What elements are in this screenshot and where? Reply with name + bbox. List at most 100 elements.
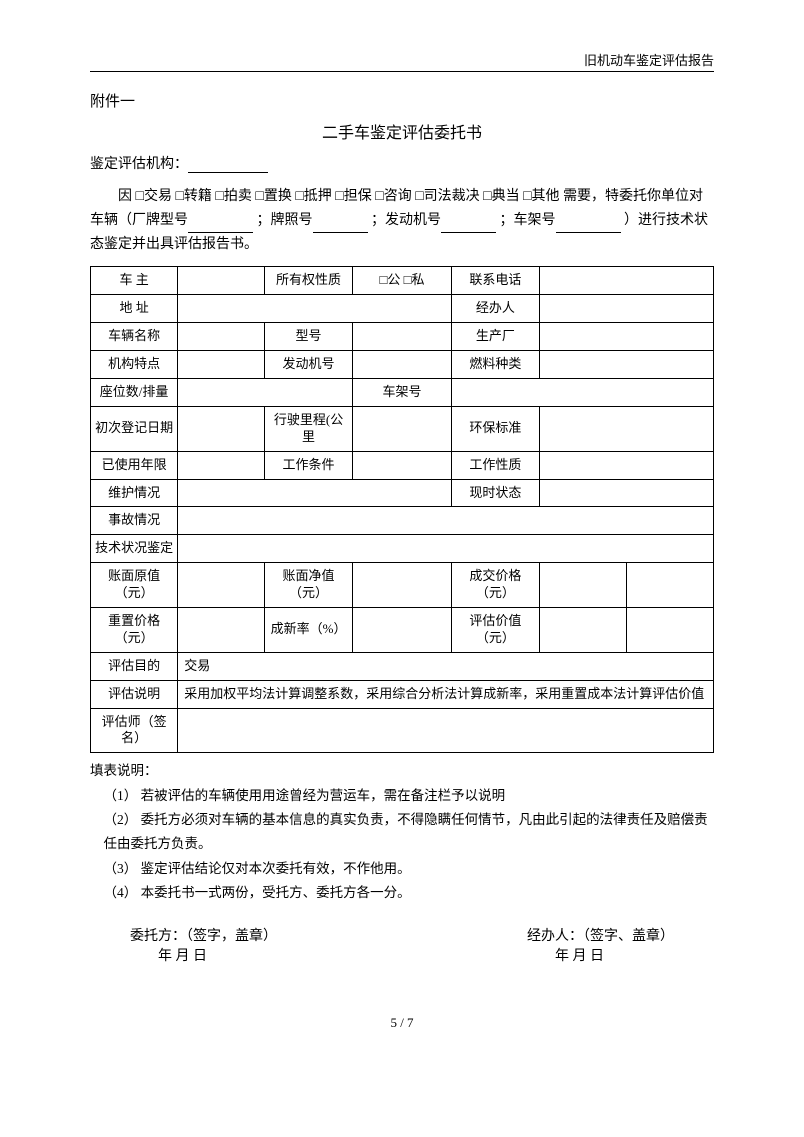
cell-regdate-label: 初次登记日期 [91,406,178,451]
table-row: 初次登记日期 行驶里程(公里 环保标准 [91,406,714,451]
para-mid3: ；发动机号 [371,213,441,228]
instruction-4: （4） 本委托书一式两份，受托方、委托方各一分。 [90,881,714,905]
para-mid4: ；车架号 [500,213,556,228]
cell-assessor-value[interactable] [178,708,714,753]
cell-phone-value[interactable] [539,267,713,295]
table-row: 评估目的 交易 [91,652,714,680]
cell-years-value[interactable] [178,451,265,479]
reason-checkboxes[interactable]: □交易 □转籍 □拍卖 □置换 □抵押 □担保 □咨询 □司法裁决 □典当 □其… [136,189,560,204]
instructions-title: 填表说明： [90,759,714,783]
institution-label: 鉴定评估机构： [90,157,188,172]
cell-accident-label: 事故情况 [91,507,178,535]
cell-desc-label: 评估说明 [91,680,178,708]
cell-fuel-value[interactable] [539,351,713,379]
cell-owner-label: 车 主 [91,267,178,295]
cell-rate-label: 成新率（%） [265,607,352,652]
cell-model-value[interactable] [352,323,452,351]
cell-tech-value[interactable] [178,535,714,563]
intro-paragraph: 因 □交易 □转籍 □拍卖 □置换 □抵押 □担保 □咨询 □司法裁决 □典当 … [90,185,714,256]
cell-env-value[interactable] [539,406,713,451]
instruction-1: （1） 若被评估的车辆使用用途曾经为营运车，需在备注栏予以说明 [90,784,714,808]
cell-purpose-value: 交易 [178,652,714,680]
para-prefix: 因 [118,189,132,204]
table-row: 评估说明 采用加权平均法计算调整系数，采用综合分析法计算成新率，采用重置成本法计… [91,680,714,708]
cell-seats-value[interactable] [178,378,352,406]
cell-model-label: 型号 [265,323,352,351]
attachment-label: 附件一 [90,90,714,111]
cell-vin-label: 车架号 [352,378,452,406]
model-blank[interactable] [188,217,253,233]
cell-bookvalue-label: 账面原值（元） [91,563,178,608]
cell-replace-value[interactable] [178,607,265,652]
cell-dealprice-value[interactable] [539,563,626,608]
cell-assessor-label: 评估师（签名） [91,708,178,753]
entrust-date: 年 月 日 [130,945,277,965]
cell-worknature-label: 工作性质 [452,451,539,479]
cell-maint-value[interactable] [178,479,452,507]
cell-desc-value: 采用加权平均法计算调整系数，采用综合分析法计算成新率，采用重置成本法计算评估价值 [178,680,714,708]
cell-handler-value[interactable] [539,295,713,323]
cell-vehname-label: 车辆名称 [91,323,178,351]
cell-seats-label: 座位数/排量 [91,378,178,406]
table-row: 事故情况 [91,507,714,535]
cell-status-value[interactable] [539,479,713,507]
page-number: 5 / 7 [90,1015,714,1031]
table-row: 技术状况鉴定 [91,535,714,563]
cell-factory-value[interactable] [539,323,713,351]
handler-label: 经办人：（签字、盖章） [527,925,674,945]
institution-row: 鉴定评估机构： [90,153,714,173]
cell-netvalue-label: 账面净值（元） [265,563,352,608]
cell-handler-label: 经办人 [452,295,539,323]
instructions-block: 填表说明： （1） 若被评估的车辆使用用途曾经为营运车，需在备注栏予以说明 （2… [90,759,714,905]
cell-rate-value[interactable] [352,607,452,652]
cell-ownership-label: 所有权性质 [265,267,352,295]
vehicle-info-table: 车 主 所有权性质 □公 □私 联系电话 地 址 经办人 车辆名称 型号 生产厂… [90,266,714,753]
cell-ownership-value[interactable]: □公 □私 [352,267,452,295]
cell-vehname-value[interactable] [178,323,265,351]
table-row: 车 主 所有权性质 □公 □私 联系电话 [91,267,714,295]
cell-engine-label: 发动机号 [265,351,352,379]
cell-workcond-label: 工作条件 [265,451,352,479]
table-row: 评估师（签名） [91,708,714,753]
instruction-3: （3） 鉴定评估结论仅对本次委托有效，不作他用。 [90,857,714,881]
cell-feature-value[interactable] [178,351,265,379]
cell-tech-label: 技术状况鉴定 [91,535,178,563]
plate-blank[interactable] [313,217,368,233]
cell-address-label: 地 址 [91,295,178,323]
cell-assess-value[interactable] [539,607,626,652]
para-mid2: ；牌照号 [257,213,313,228]
cell-owner-value[interactable] [178,267,265,295]
cell-regdate-value[interactable] [178,406,265,451]
table-row: 重置价格（元） 成新率（%） 评估价值（元） [91,607,714,652]
signature-row: 委托方：（签字，盖章） 年 月 日 经办人：（签字、盖章） 年 月 日 [90,925,714,965]
document-header: 旧机动车鉴定评估报告 [90,50,714,72]
instruction-2: （2） 委托方必须对车辆的基本信息的真实负责，不得隐瞒任何情节，凡由此引起的法律… [90,808,714,857]
cell-mileage-value[interactable] [352,406,452,451]
cell-bookvalue-value[interactable] [178,563,265,608]
cell-accident-value[interactable] [178,507,714,535]
table-row: 车辆名称 型号 生产厂 [91,323,714,351]
engine-blank[interactable] [441,217,496,233]
cell-address-value[interactable] [178,295,452,323]
table-row: 座位数/排量 车架号 [91,378,714,406]
handler-date: 年 月 日 [527,945,674,965]
cell-netvalue-value[interactable] [352,563,452,608]
cell-phone-label: 联系电话 [452,267,539,295]
table-row: 已使用年限 工作条件 工作性质 [91,451,714,479]
cell-years-label: 已使用年限 [91,451,178,479]
cell-workcond-value[interactable] [352,451,452,479]
table-row: 地 址 经办人 [91,295,714,323]
table-row: 维护情况 现时状态 [91,479,714,507]
cell-dealprice-extra[interactable] [626,563,713,608]
institution-blank[interactable] [188,157,268,173]
table-row: 机构特点 发动机号 燃料种类 [91,351,714,379]
cell-dealprice-label: 成交价格（元） [452,563,539,608]
cell-replace-label: 重置价格（元） [91,607,178,652]
cell-worknature-value[interactable] [539,451,713,479]
cell-assess-extra[interactable] [626,607,713,652]
page-title: 二手车鉴定评估委托书 [90,119,714,143]
cell-vin-value[interactable] [452,378,714,406]
cell-engine-value[interactable] [352,351,452,379]
cell-maint-label: 维护情况 [91,479,178,507]
vin-blank[interactable] [556,217,621,233]
